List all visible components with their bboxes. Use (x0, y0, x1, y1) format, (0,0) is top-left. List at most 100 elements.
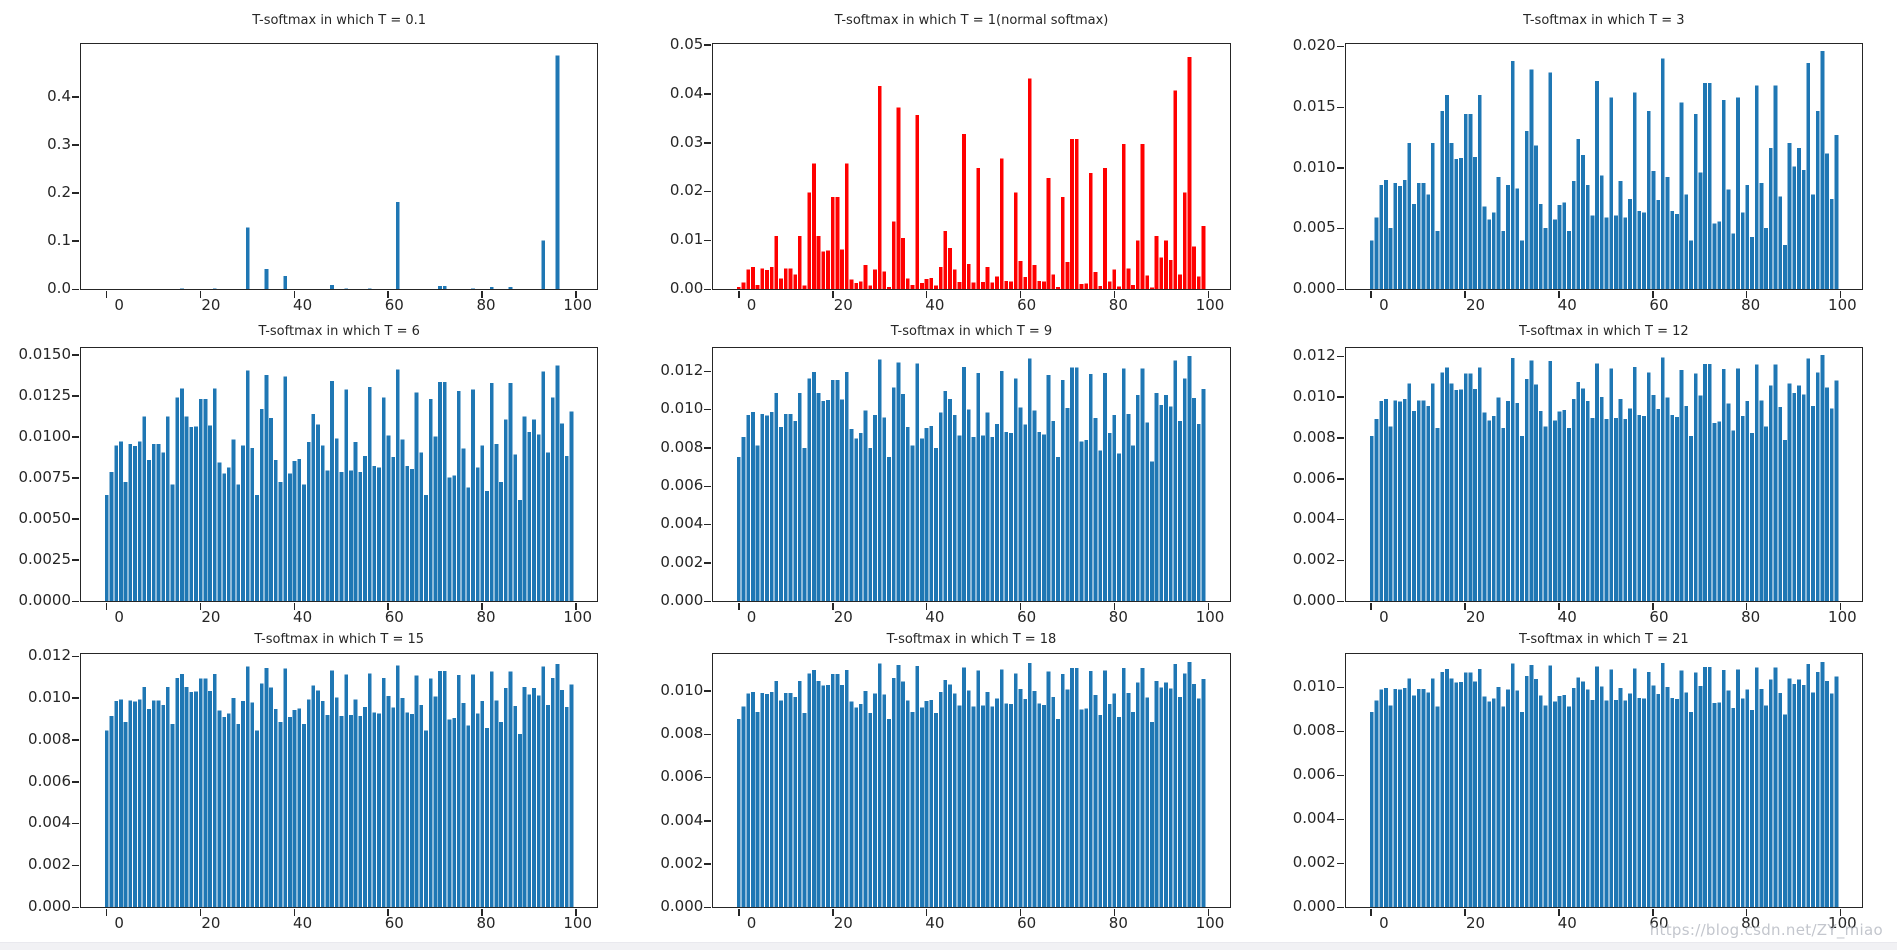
y-axis-tick-labels: 0.000 0.002 0.004 0.006 0.008 0.010 (646, 653, 712, 914)
bar (400, 698, 405, 907)
bar (1051, 420, 1056, 601)
y-tick-mark (704, 44, 712, 46)
bar (1378, 401, 1383, 601)
bar (250, 448, 255, 601)
bar (564, 456, 569, 601)
bar (826, 400, 831, 601)
bar (1159, 257, 1164, 289)
bar (1613, 215, 1618, 289)
x-tick-label: 20 (1466, 914, 1486, 932)
bar (793, 274, 798, 289)
bar (1543, 705, 1548, 907)
bar (1496, 176, 1501, 289)
bar (845, 670, 849, 907)
bar (1407, 143, 1411, 289)
bar (363, 707, 367, 907)
bar (1768, 679, 1773, 907)
bar (878, 85, 882, 289)
bar (471, 389, 475, 601)
bar (995, 698, 1000, 907)
bar (325, 470, 330, 601)
bar (1018, 260, 1023, 289)
y-tick-label: 0.004 (1292, 809, 1336, 827)
bar (334, 438, 339, 601)
bar (741, 706, 746, 907)
bar (114, 445, 119, 601)
bar (1187, 56, 1192, 289)
bar (503, 688, 508, 907)
bar (222, 717, 227, 907)
bar (741, 436, 746, 601)
bar (854, 438, 859, 601)
bar (1726, 690, 1731, 907)
bar (109, 471, 114, 601)
bar (1454, 389, 1458, 601)
bar (1731, 708, 1735, 907)
bar (1566, 706, 1571, 907)
bar (1136, 682, 1141, 907)
bar (873, 693, 878, 907)
bar (1702, 667, 1707, 907)
y-tick-mark (72, 354, 79, 356)
bar (1670, 414, 1674, 601)
bar (1140, 668, 1145, 907)
bar (737, 287, 742, 289)
bar (231, 698, 236, 907)
bar (438, 381, 442, 601)
y-tick-label: 0.0100 (18, 426, 72, 445)
bar (887, 457, 892, 601)
subplot-title: T-softmax in which T = 21 (1518, 632, 1689, 647)
x-tick-label: 20 (201, 608, 221, 626)
bar (1515, 402, 1519, 601)
bar (1637, 210, 1641, 289)
bar (1449, 678, 1454, 907)
bar (400, 439, 405, 601)
bar (161, 452, 166, 601)
y-tick-label: 0.000 (660, 897, 704, 915)
bar (1383, 398, 1388, 601)
x-tick-mark (387, 291, 389, 298)
bar (1056, 719, 1061, 907)
bar (835, 379, 840, 601)
bar (971, 282, 976, 289)
plot-axes (704, 653, 1231, 916)
y-tick-mark (72, 559, 79, 561)
bar (981, 282, 986, 289)
bar (948, 247, 953, 289)
bar (1117, 286, 1122, 289)
x-tick-mark (1019, 291, 1022, 298)
bar (1660, 58, 1665, 289)
bar (986, 692, 990, 907)
bar (536, 695, 541, 907)
bar (1440, 671, 1444, 907)
bar (133, 445, 137, 601)
bar (939, 412, 943, 601)
bar (784, 268, 788, 289)
bar (1754, 667, 1759, 907)
bar (269, 418, 273, 601)
bar (245, 666, 250, 907)
bar (1510, 357, 1515, 601)
bar (1796, 385, 1801, 601)
x-tick-label: 0 (114, 296, 124, 314)
bar (499, 722, 503, 907)
y-tick-mark (72, 288, 79, 290)
x-tick-mark (199, 603, 202, 610)
y-tick-mark (72, 395, 79, 397)
bar (386, 435, 391, 601)
bar (1608, 669, 1613, 907)
bar (1505, 689, 1510, 907)
bar (1735, 97, 1740, 289)
bar (943, 680, 948, 907)
bar (779, 700, 784, 907)
x-tick-mark (1839, 291, 1842, 298)
plot-axes (704, 347, 1231, 610)
bar (873, 415, 878, 601)
bar (161, 705, 166, 907)
subplot-title: T-softmax in which T = 12 (1518, 324, 1689, 339)
bar (967, 263, 972, 289)
x-tick-label: 20 (1466, 296, 1486, 314)
bar (901, 681, 906, 907)
bar (527, 432, 532, 601)
bar (1754, 85, 1759, 289)
